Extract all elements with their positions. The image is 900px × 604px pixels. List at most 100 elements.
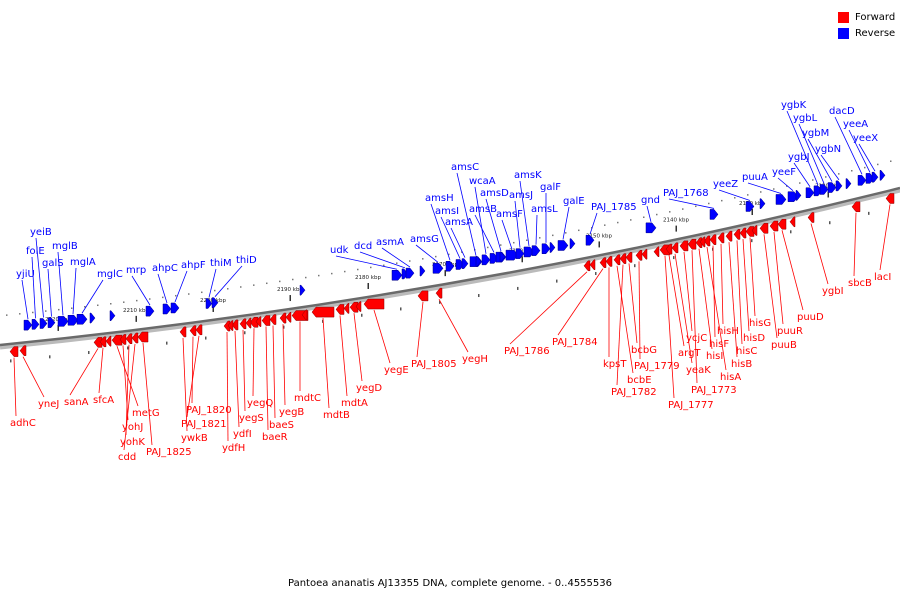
gene-label-paj-1820: PAJ_1820 (186, 405, 232, 416)
gene-mdta (335, 304, 345, 315)
scale-dot (422, 258, 424, 260)
gene-line-mdtb (322, 318, 330, 409)
gene-line-baes (272, 325, 276, 419)
gene-label-hisd: hisD (743, 333, 765, 344)
gene-wcaa (481, 254, 491, 266)
scale-dot (331, 272, 333, 275)
gene-label-baes: baeS (269, 420, 294, 431)
gene-unlabeled (343, 303, 350, 314)
scale-dot (812, 179, 814, 181)
scale-dot (227, 288, 229, 290)
scale-dot (851, 169, 853, 172)
gene-hisg (745, 226, 755, 237)
gene-amsl (531, 245, 541, 256)
gene-label-hisc: hisC (736, 346, 757, 357)
gene-label-ahpf: ahpF (181, 260, 206, 271)
gene-line-gale (562, 206, 570, 240)
gene-yeib (39, 318, 48, 329)
gene-line-sana (69, 348, 99, 396)
gene-label-kpst: kpsT (603, 359, 627, 370)
gene-unlabeled (653, 246, 660, 257)
gene-line-yege (373, 309, 391, 364)
scale-dot (344, 270, 346, 273)
scale-tick-label: 2140 kbp (663, 218, 689, 224)
gene-line-adhc (13, 357, 17, 417)
scale-dot (49, 355, 51, 359)
scale-tick-mark (751, 209, 753, 216)
gene-line-amsc (456, 172, 477, 256)
gene-line-amsi (440, 216, 461, 259)
scale-dot (175, 294, 177, 297)
gene-sana (93, 337, 103, 348)
gene-puur (769, 220, 779, 232)
gene-udk (391, 270, 403, 281)
gene-ygbn (835, 180, 843, 192)
gene-line-ydfh (226, 332, 229, 442)
gene-yeez (745, 201, 755, 212)
scale-dot (136, 299, 138, 302)
gene-paj-1805 (417, 290, 429, 302)
genome-backbone (0, 186, 900, 347)
gene-label-paj-1777: PAJ_1777 (668, 400, 714, 411)
gene-label-yjiu: yjiU (16, 269, 35, 280)
gene-hisi (695, 237, 703, 248)
gene-line-ynej (22, 356, 45, 398)
legend: Forward Reverse (838, 9, 895, 41)
gene-fole (31, 319, 40, 330)
gene-unlabeled (475, 255, 482, 267)
gene-label-amsj: amsJ (509, 190, 533, 201)
gene-line-amsg (415, 244, 439, 263)
scale-dot (751, 239, 753, 243)
gene-label-yohj: yohJ (122, 422, 143, 433)
gene-line-mdta (339, 315, 348, 397)
gene-paj-1779 (635, 250, 643, 261)
gene-thid (211, 297, 219, 308)
gene-paj-1786 (583, 260, 591, 272)
scale-dot (868, 211, 870, 215)
gene-line-hish (720, 243, 724, 325)
gene-label-gals: galS (42, 258, 64, 269)
gene-line-fole (31, 256, 36, 319)
gene-line-bcbe (616, 265, 634, 374)
scale-tick-mark (212, 305, 214, 312)
gene-puub (759, 223, 769, 234)
scale-dot (734, 197, 736, 199)
gene-line-yeea (848, 129, 871, 173)
gene-line-yegb (282, 324, 286, 406)
gene-yegd (349, 301, 359, 313)
scale-dot (166, 341, 168, 345)
gene-label-ycjc: ycjC (686, 333, 707, 344)
gene-line-gnd (646, 205, 652, 222)
gene-line-paj-1782 (616, 264, 624, 386)
scale-dot (539, 237, 541, 239)
scale-dot (552, 234, 554, 237)
scale-dot (461, 251, 463, 253)
gene-yegh (435, 287, 443, 299)
gene-unlabeled (569, 238, 576, 249)
gene-label-amsi: amsI (435, 206, 459, 217)
gene-label-amsk: amsK (514, 170, 542, 181)
scale-dot (45, 310, 47, 312)
gene-label-amsa: amsA (445, 217, 473, 228)
gene-unlabeled (109, 310, 116, 321)
gene-line-sfca (98, 347, 104, 394)
gene-line-amsf (501, 219, 513, 250)
scale-dot (517, 286, 519, 290)
scale-dot (500, 244, 502, 246)
gene-label-mdtc: mdtC (294, 393, 321, 404)
gene-puud (777, 218, 787, 230)
gene-paj-1820 (189, 325, 197, 336)
gene-line-puur (773, 232, 784, 325)
gene-laci (885, 193, 895, 204)
gene-line-ywkb (182, 337, 188, 432)
gene-label-paj-1786: PAJ_1786 (504, 346, 550, 357)
gene-line-yeez (718, 189, 751, 201)
gene-line-yeib (35, 237, 44, 318)
gene-line-yjiu (21, 279, 29, 320)
scale-dot (634, 264, 636, 268)
gene-unlabeled (549, 242, 556, 253)
gene-line-ygbm (807, 138, 833, 182)
scale-dot (708, 202, 710, 205)
gene-label-yeef: yeeF (772, 167, 796, 178)
scale-dot (760, 191, 762, 193)
